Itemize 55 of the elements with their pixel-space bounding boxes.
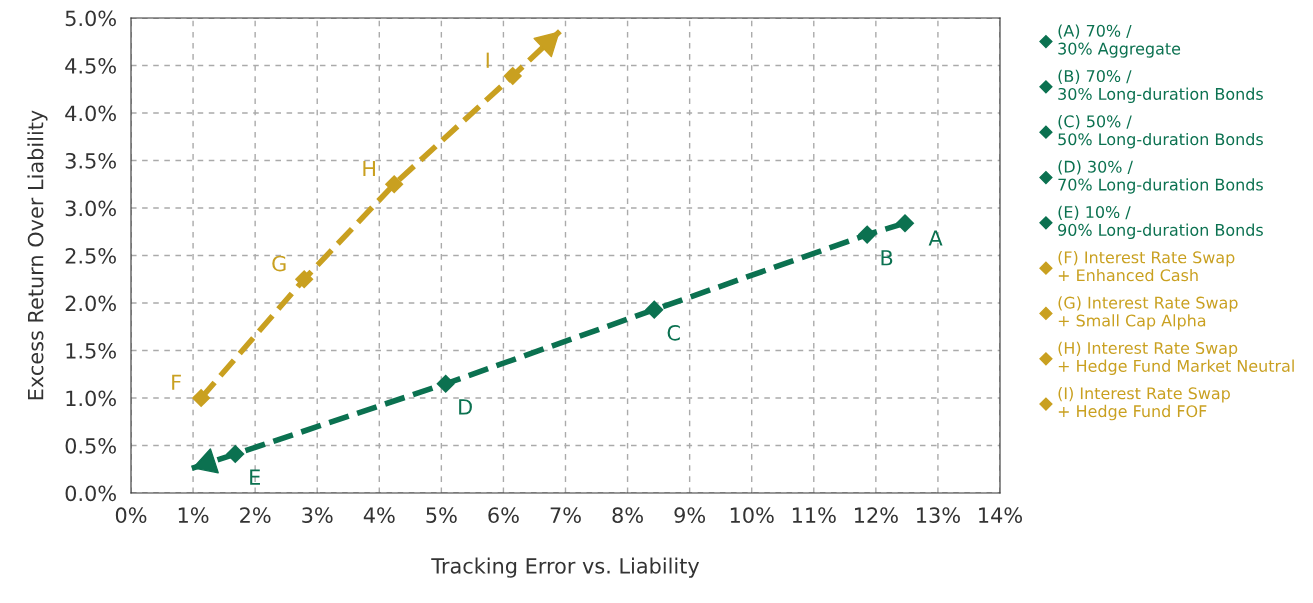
y-tick-label: 2.5%	[65, 247, 116, 264]
annotation: D	[459, 399, 472, 415]
x-tick-label: 5%	[426, 507, 457, 524]
x-tick-label: 14%	[979, 507, 1022, 524]
legend-label: (A) 70% / 30% Aggregate	[1058, 24, 1181, 58]
point	[503, 66, 523, 86]
legend-label: (C) 50% / 50% Long-duration Bonds	[1058, 115, 1263, 149]
point	[644, 300, 664, 319]
x-tick-label: 13%	[917, 507, 960, 524]
y-tick-label: 0.5%	[65, 437, 116, 454]
legend-label: (G) Interest Rate Swap + Small Cap Alpha	[1058, 296, 1238, 330]
annotation: G	[272, 255, 286, 272]
x-tick-label: 10%	[730, 507, 774, 524]
x-tick-label: 12%	[854, 507, 898, 524]
x-axis-title: Tracking Error vs. Liability	[431, 557, 700, 578]
x-tick-label: 7%	[550, 507, 581, 524]
point	[436, 374, 456, 394]
x-tick-label: 8%	[612, 507, 643, 524]
point	[191, 388, 211, 408]
x-tick-label: 1%	[178, 507, 209, 524]
y-tick-label: 3.5%	[65, 152, 116, 169]
annotation: E	[250, 469, 260, 485]
legend-label: (F) Interest Rate Swap + Enhanced Cash	[1058, 251, 1235, 282]
annotation: F	[172, 374, 181, 390]
annotation: C	[667, 324, 680, 341]
annotation: A	[928, 230, 943, 246]
annotation: H	[363, 160, 375, 177]
legend-label: (E) 10% / 90% Long-duration Bonds	[1058, 205, 1263, 240]
x-tick-label: 11%	[792, 507, 836, 524]
y-tick-label: 1.5%	[66, 342, 116, 359]
legend-label: (D) 30% / 70% Long-duration Bonds	[1058, 160, 1263, 194]
x-tick-label: 4%	[363, 507, 395, 524]
y-tick-label: 3.0%	[65, 200, 116, 217]
x-tick-label: 3%	[302, 507, 333, 524]
y-tick-label: 5.0%	[65, 10, 116, 27]
y-tick-label: 4.0%	[65, 105, 116, 122]
y-axis-title: Excess Return Over Liability	[27, 110, 48, 400]
x-tick-label: 0%	[115, 507, 147, 524]
point	[895, 213, 915, 233]
legend-label: (I) Interest Rate Swap + Hedge Fund FOF	[1058, 386, 1230, 421]
y-tick-label: 1.0%	[66, 390, 116, 407]
y-tick-label: 2.0%	[65, 295, 116, 312]
x-tick-label: 9%	[674, 507, 706, 524]
annotation: B	[881, 250, 893, 266]
legend-label: (H) Interest Rate Swap + Hedge Fund Market Neutral	[1058, 341, 1294, 375]
annotation: I	[486, 52, 489, 68]
y-tick-label: 0.0%	[65, 485, 116, 502]
point	[384, 174, 404, 194]
x-tick-label: 6%	[488, 507, 519, 524]
point	[857, 225, 877, 244]
point	[294, 269, 314, 289]
point	[225, 444, 245, 464]
y-tick-label: 4.5%	[65, 57, 116, 74]
legend-label: (B) 70% / 30% Long-duration Bonds	[1058, 69, 1263, 104]
x-tick-label: 2%	[240, 507, 271, 524]
